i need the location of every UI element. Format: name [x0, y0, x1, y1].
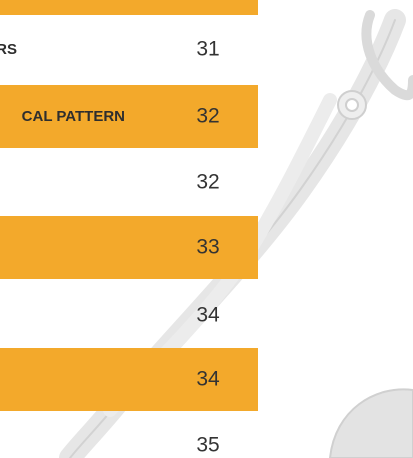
page-number: 34 [196, 368, 220, 391]
page-number: 34 [196, 304, 220, 327]
page-number: 32 [196, 105, 219, 128]
toc-page: RS 31 CAL PATTERN 32 32 33 34 34 35 [0, 0, 413, 458]
page-number: 31 [196, 38, 219, 61]
page-number: 32 [196, 171, 219, 194]
page-number: 35 [196, 434, 219, 457]
page-number: 33 [196, 236, 219, 259]
entry-title: CAL PATTERN [22, 108, 125, 125]
highlight-band [0, 0, 258, 15]
entry-title: RS [0, 41, 17, 58]
